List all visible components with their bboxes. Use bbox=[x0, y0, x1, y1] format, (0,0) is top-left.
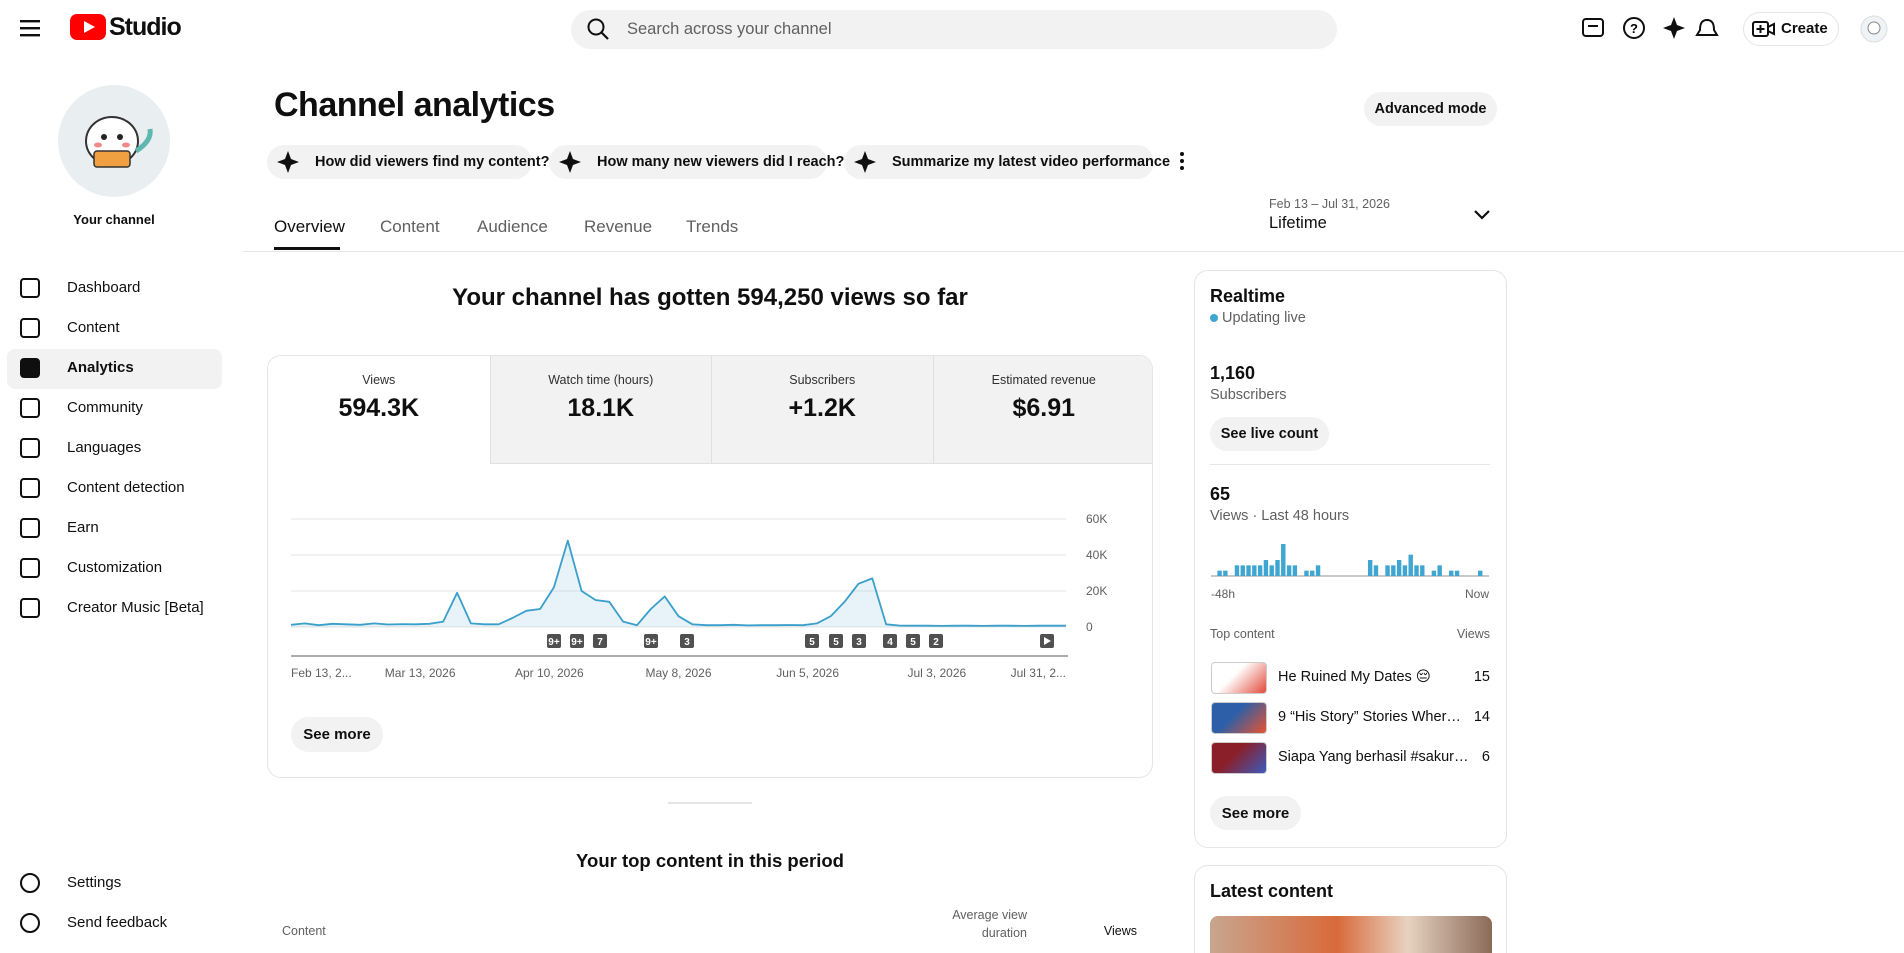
menu-icon[interactable] bbox=[20, 18, 46, 38]
metric-tab[interactable]: Watch time (hours) 18.1K bbox=[489, 356, 711, 464]
logo-text[interactable]: Studio bbox=[109, 13, 182, 41]
row-views: 14 bbox=[1473, 709, 1490, 725]
tab-underline bbox=[274, 247, 340, 250]
nav-item[interactable]: Analytics bbox=[67, 359, 134, 376]
metric-value: 18.1K bbox=[567, 394, 635, 422]
row-thumbnail[interactable] bbox=[1211, 742, 1267, 774]
search-box[interactable] bbox=[571, 10, 1337, 49]
nav-icon bbox=[20, 913, 40, 933]
top-views-label: Views bbox=[1456, 627, 1490, 641]
latest-title: Latest content bbox=[1210, 881, 1334, 901]
metric-value: 594.3K bbox=[338, 394, 420, 422]
your-channel[interactable]: Your channel bbox=[73, 212, 155, 227]
metric-value: +1.2K bbox=[788, 394, 856, 422]
realtime-see-more[interactable]: See more bbox=[1210, 796, 1301, 830]
channel-avatar[interactable] bbox=[58, 85, 170, 197]
nav-item[interactable]: Dashboard bbox=[67, 279, 141, 296]
prompt-chip[interactable]: How did viewers find my content? bbox=[267, 145, 549, 179]
metric-tab[interactable]: Estimated revenue $6.91 bbox=[932, 356, 1152, 464]
nav-icon bbox=[20, 398, 40, 418]
tab[interactable]: Overview bbox=[274, 217, 345, 236]
nav-icon bbox=[20, 438, 40, 458]
row-views: 15 bbox=[1473, 669, 1490, 685]
nav-item[interactable]: Send feedback bbox=[67, 914, 168, 931]
metric-tab[interactable]: Views 594.3K bbox=[268, 356, 490, 464]
metric-value: $6.91 bbox=[1012, 394, 1076, 422]
views-label: Views · Last 48 hours bbox=[1210, 508, 1350, 524]
nav-item[interactable]: Earn bbox=[67, 519, 99, 536]
views-count: 65 bbox=[1210, 484, 1231, 504]
prompt-chip[interactable]: How many new viewers did I reach? bbox=[549, 145, 844, 179]
nav-icon bbox=[20, 558, 40, 578]
realtime-divider bbox=[1210, 464, 1490, 465]
period-chevron[interactable] bbox=[1472, 208, 1492, 222]
tab[interactable]: Content bbox=[380, 217, 440, 236]
realtime-status: Updating live bbox=[1222, 310, 1306, 326]
nav-item[interactable]: Content bbox=[67, 319, 120, 336]
row-thumbnail[interactable] bbox=[1211, 702, 1267, 734]
column-avg-duration: Average view duration bbox=[952, 908, 1027, 940]
nav-item[interactable]: Settings bbox=[67, 874, 122, 891]
metric-label: Watch time (hours) bbox=[548, 373, 654, 387]
nav-icon bbox=[20, 478, 40, 498]
nav-icon bbox=[20, 518, 40, 538]
header-icons[interactable]: ? bbox=[1580, 16, 1730, 42]
realtime-title: Realtime bbox=[1210, 286, 1286, 306]
create-label[interactable]: Create bbox=[1781, 20, 1828, 37]
create-button[interactable] bbox=[1743, 12, 1839, 46]
latest-card bbox=[1194, 865, 1507, 953]
create-icon bbox=[1752, 21, 1775, 37]
more-icon[interactable] bbox=[1176, 150, 1188, 172]
search-placeholder: Search across your channel bbox=[627, 20, 832, 38]
row-title[interactable]: He Ruined My Dates 😔 bbox=[1278, 669, 1431, 685]
nav-item[interactable]: Community bbox=[67, 399, 143, 416]
metric-label: Subscribers bbox=[789, 373, 856, 387]
tab[interactable]: Trends bbox=[686, 217, 739, 236]
nav-icon bbox=[20, 873, 40, 893]
row-title[interactable]: 9 “His Story” Stories Wher… bbox=[1278, 709, 1461, 725]
nav-icon bbox=[20, 318, 40, 338]
nav-item[interactable]: Content detection bbox=[67, 479, 185, 496]
account-avatar[interactable] bbox=[1860, 15, 1888, 43]
subscriber-count: 1,160 bbox=[1210, 363, 1256, 383]
row-thumbnail[interactable] bbox=[1211, 662, 1267, 694]
metrics-card: Views 594.3K Watch time (hours) 18.1K Subscr… bbox=[267, 355, 1153, 778]
column-views: Views bbox=[1103, 924, 1137, 938]
nav-icon bbox=[20, 278, 40, 298]
top-content-title: Your top content in this period bbox=[576, 850, 844, 871]
nav-item[interactable]: Languages bbox=[67, 439, 142, 456]
column-content: Content bbox=[282, 924, 326, 938]
tabs-divider bbox=[243, 251, 1904, 252]
advanced-mode-button[interactable]: Advanced mode bbox=[1364, 92, 1497, 126]
section-divider bbox=[668, 802, 752, 804]
date-range[interactable]: Feb 13 – Jul 31, 2026 bbox=[1269, 197, 1390, 211]
metric-label: Estimated revenue bbox=[991, 373, 1096, 387]
prompt-chip[interactable]: Summarize my latest video performance bbox=[844, 145, 1170, 179]
tab[interactable]: Revenue bbox=[584, 217, 653, 236]
nav-selected bbox=[7, 349, 222, 389]
live-dot bbox=[1210, 314, 1218, 322]
subscriber-label: Subscribers bbox=[1210, 387, 1287, 403]
logo-icon[interactable] bbox=[70, 14, 106, 40]
metric-label: Views bbox=[362, 373, 396, 387]
summary: Your channel has gotten 594,250 views so… bbox=[452, 284, 968, 311]
metric-tab[interactable]: Subscribers +1.2K bbox=[711, 356, 933, 464]
period[interactable]: Lifetime bbox=[1269, 214, 1327, 232]
row-title[interactable]: Siapa Yang berhasil #sakur… bbox=[1278, 749, 1469, 765]
page-title: Channel analytics bbox=[274, 86, 555, 124]
see-more-button[interactable]: See more bbox=[291, 717, 383, 752]
nav-icon bbox=[20, 598, 40, 618]
row-views: 6 bbox=[1481, 749, 1490, 765]
nav-item[interactable]: Customization bbox=[67, 559, 163, 576]
svg-text:?: ? bbox=[1630, 21, 1638, 36]
search-icon bbox=[587, 18, 609, 40]
nav-item[interactable]: Creator Music [Beta] bbox=[67, 599, 204, 616]
top-content-label: Top content bbox=[1210, 627, 1275, 641]
latest-thumbnail[interactable] bbox=[1210, 916, 1492, 953]
tab[interactable]: Audience bbox=[477, 217, 548, 236]
live-count-button[interactable]: See live count bbox=[1210, 417, 1329, 451]
